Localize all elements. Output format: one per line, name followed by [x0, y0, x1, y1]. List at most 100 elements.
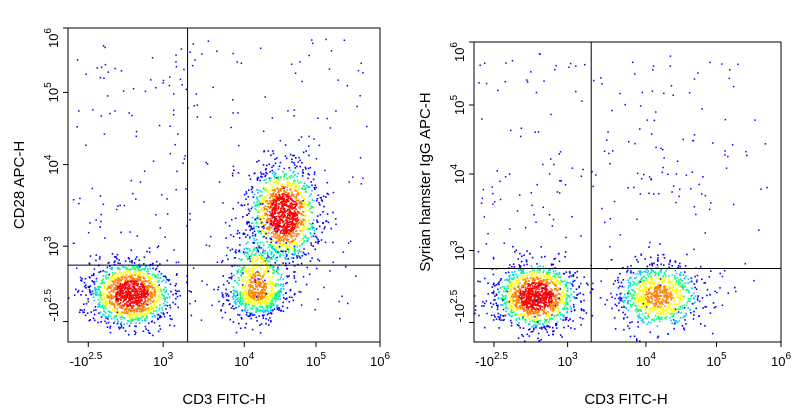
event-dot — [83, 281, 86, 284]
event-dot — [526, 305, 528, 307]
event-dot — [249, 312, 252, 315]
event-dot — [290, 205, 292, 207]
event-dot — [540, 275, 542, 277]
event-dot — [275, 202, 278, 205]
event-dot — [567, 325, 570, 327]
event-dot — [117, 277, 119, 279]
event-dot — [252, 277, 255, 279]
event-dot — [128, 297, 131, 300]
event-dot — [539, 297, 541, 300]
event-dot — [511, 300, 513, 303]
event-dot — [118, 259, 120, 261]
event-dot — [152, 267, 154, 270]
event-dot — [255, 222, 258, 225]
event-dot — [286, 219, 289, 222]
event-dot — [566, 303, 569, 305]
event-dot — [297, 221, 299, 224]
event-dot — [119, 306, 122, 309]
event-dot — [95, 294, 97, 296]
event-dot — [146, 287, 148, 289]
event-dot — [332, 261, 334, 263]
event-dot — [108, 287, 111, 289]
event-dot — [286, 198, 288, 201]
event-dot — [277, 215, 280, 217]
event-dot — [245, 314, 248, 316]
event-dot — [292, 228, 294, 231]
event-dot — [148, 285, 150, 287]
event-dot — [145, 308, 148, 310]
event-dot — [134, 300, 136, 302]
event-dot — [278, 213, 280, 215]
event-dot — [131, 276, 133, 279]
event-dot — [128, 313, 130, 316]
event-dot — [131, 306, 133, 309]
event-dot — [248, 189, 250, 191]
event-dot — [260, 286, 262, 288]
event-dot — [326, 192, 328, 195]
event-dot — [270, 214, 273, 217]
event-dot — [144, 90, 147, 93]
event-dot — [120, 321, 123, 323]
event-dot — [244, 308, 247, 310]
event-dot — [224, 311, 227, 314]
event-dot — [141, 282, 144, 284]
event-dot — [264, 289, 266, 292]
event-dot — [269, 317, 271, 319]
event-dot — [257, 258, 259, 261]
event-dot — [237, 296, 240, 299]
event-dot — [144, 313, 147, 316]
event-dot — [117, 280, 120, 282]
event-dot — [522, 293, 524, 296]
event-dot — [247, 299, 250, 302]
event-dot — [517, 281, 520, 284]
event-dot — [169, 76, 171, 78]
event-dot — [251, 292, 254, 294]
event-dot — [127, 289, 130, 292]
event-dot — [120, 326, 122, 329]
event-dot — [514, 278, 517, 281]
event-dot — [96, 293, 99, 296]
event-dot — [266, 232, 268, 234]
event-dot — [310, 211, 312, 213]
event-dot — [296, 218, 298, 220]
event-dot — [136, 284, 138, 286]
event-dot — [536, 324, 538, 326]
event-dot — [175, 283, 177, 285]
event-dot — [87, 286, 90, 288]
event-dot — [136, 317, 139, 320]
event-dot — [127, 293, 129, 296]
event-dot — [173, 114, 175, 116]
event-dot — [246, 294, 248, 297]
event-dot — [273, 244, 276, 247]
event-dot — [258, 299, 260, 301]
event-dot — [504, 279, 506, 281]
event-dot — [153, 274, 156, 276]
event-dot — [275, 200, 278, 202]
event-dot — [562, 272, 565, 275]
event-dot — [133, 294, 135, 297]
event-dot — [122, 293, 124, 295]
event-dot — [260, 255, 262, 257]
event-dot — [129, 269, 132, 271]
event-dot — [111, 271, 114, 274]
event-dot — [249, 229, 252, 231]
event-dot — [130, 179, 133, 182]
event-dot — [269, 280, 271, 282]
event-dot — [550, 295, 552, 297]
event-dot — [278, 229, 280, 231]
event-dot — [524, 299, 527, 301]
event-dot — [138, 319, 140, 321]
event-dot — [552, 326, 554, 329]
event-dot — [270, 240, 272, 242]
event-dot — [290, 232, 292, 234]
event-dot — [273, 247, 276, 250]
event-dot — [272, 192, 275, 194]
event-dot — [194, 59, 196, 61]
plot-frame — [67, 27, 381, 343]
event-dot — [287, 248, 289, 251]
event-dot — [318, 144, 321, 147]
event-dot — [249, 300, 251, 303]
event-dot — [356, 105, 358, 108]
event-dot — [151, 293, 154, 295]
event-dot — [166, 278, 168, 281]
